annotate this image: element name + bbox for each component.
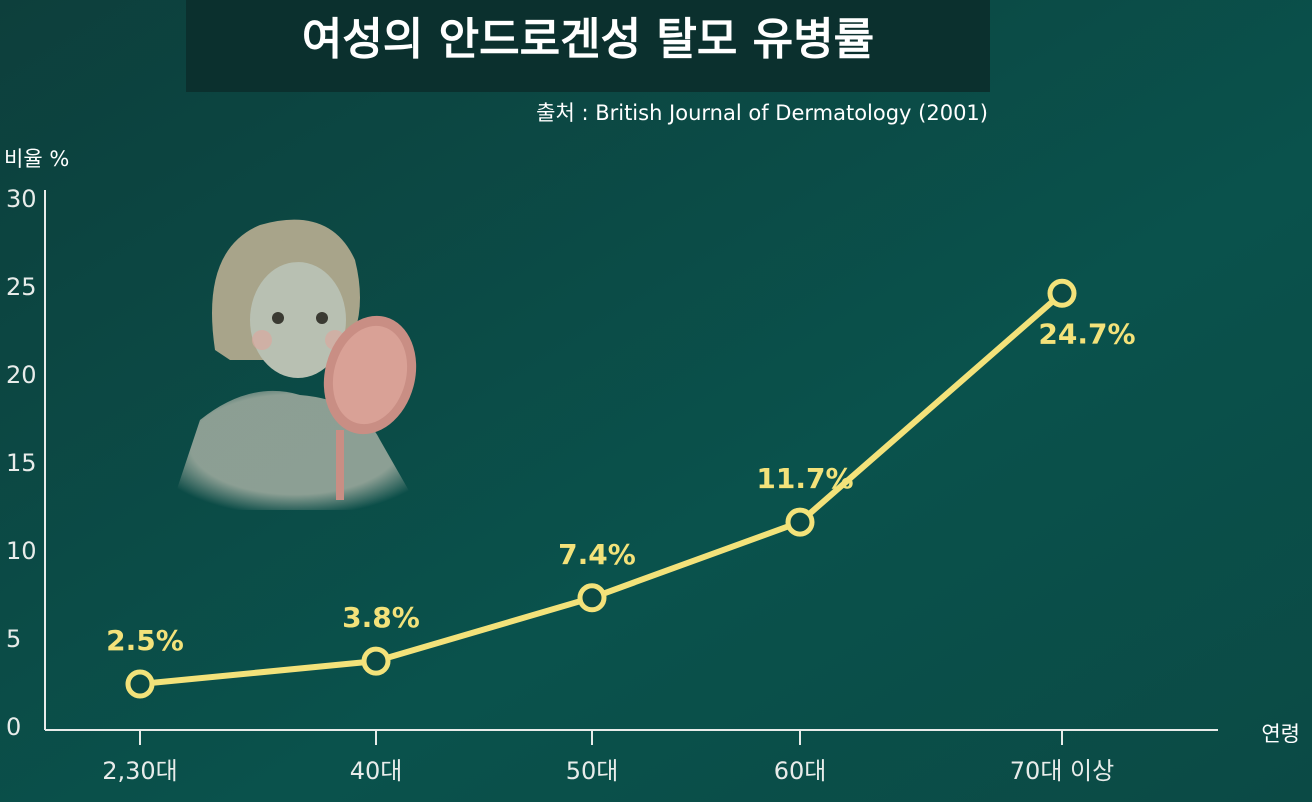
y-axis-label: 비율 %: [4, 147, 69, 171]
x-tick-label: 40대: [350, 757, 403, 785]
y-tick-label: 5: [6, 625, 21, 653]
title-box: [186, 0, 990, 92]
y-tick-label: 0: [6, 713, 21, 741]
x-tick-label: 70대 이상: [1010, 757, 1114, 785]
illustration: [170, 219, 420, 510]
point: [785, 507, 815, 537]
y-tick-label: 10: [6, 537, 37, 565]
point: [125, 669, 155, 699]
y-tick-label: 15: [6, 449, 37, 477]
y-tick-label: 25: [6, 273, 37, 301]
y-tick-label: 30: [6, 185, 37, 213]
point: [1047, 278, 1077, 308]
value-label: 3.8%: [342, 601, 420, 634]
point: [577, 583, 607, 613]
x-tick-label: 60대: [774, 757, 827, 785]
y-tick-label: 20: [6, 361, 37, 389]
value-label: 7.4%: [558, 538, 636, 571]
value-label: 24.7%: [1038, 317, 1135, 350]
x-tick-label: 50대: [566, 757, 619, 785]
value-label: 2.5%: [106, 624, 184, 657]
x-tick-label: 2,30대: [102, 757, 178, 785]
point: [361, 646, 391, 676]
chart-title: 여성의 안드로겐성 탈모 유병률: [302, 14, 874, 65]
value-label: 11.7%: [756, 462, 853, 495]
x-axis-label: 연령: [1261, 722, 1300, 746]
source: 출처 : British Journal of Dermatology (200…: [536, 101, 988, 125]
